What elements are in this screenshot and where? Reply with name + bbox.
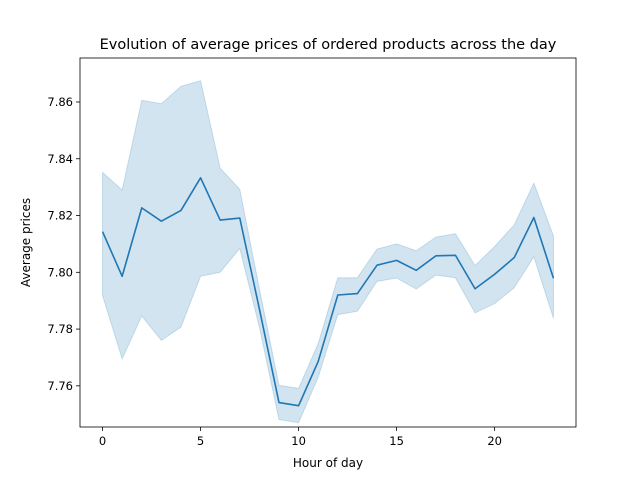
x-axis-ticks: 0 5 10 15 20 <box>99 427 502 448</box>
chart-title: Evolution of average prices of ordered p… <box>100 37 557 53</box>
y-tick-label: 7.80 <box>47 265 73 279</box>
confidence-band <box>102 80 554 424</box>
x-tick-label: 20 <box>487 434 502 448</box>
x-axis-label: Hour of day <box>293 456 363 470</box>
y-tick-label: 7.76 <box>47 379 73 393</box>
y-tick-label: 7.84 <box>47 152 73 166</box>
x-tick-label: 0 <box>99 434 106 448</box>
plot-layer <box>101 80 555 424</box>
y-tick-label: 7.86 <box>47 95 73 109</box>
y-tick-label: 7.78 <box>47 322 73 336</box>
mean-price-line <box>101 176 555 407</box>
y-tick-label: 7.82 <box>47 209 73 223</box>
plot-frame <box>79 57 577 428</box>
x-tick-label: 5 <box>197 434 204 448</box>
y-axis-label: Average prices <box>19 198 33 287</box>
y-axis-ticks: 7.76 7.78 7.80 7.82 7.84 7.86 <box>47 95 80 393</box>
x-tick-label: 15 <box>389 434 404 448</box>
x-tick-label: 10 <box>291 434 306 448</box>
